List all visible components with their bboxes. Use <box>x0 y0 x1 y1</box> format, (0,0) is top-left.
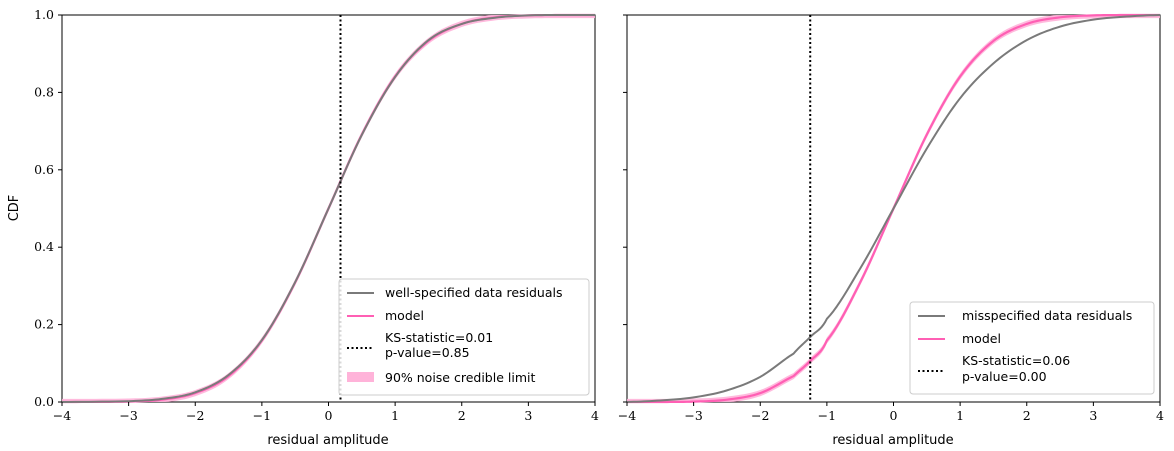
right-x-tick-label: −1 <box>818 408 836 423</box>
right-x-tick-label: −4 <box>618 408 636 423</box>
right-legend-ks-label: KS-statistic=0.06 <box>962 353 1070 368</box>
left-series-layer <box>61 13 595 404</box>
right-model-line <box>627 13 1160 404</box>
right-chart-panel: −4 −3 −2 −1 0 1 2 3 4 residual amplitude misspec… <box>618 13 1164 448</box>
left-y-tick-label: 0.2 <box>34 317 54 332</box>
left-y-tick-label: 0.6 <box>34 162 54 177</box>
right-x-tick-label: 1 <box>956 408 964 423</box>
right-y-ticks <box>623 14 627 403</box>
left-x-tick-label: −3 <box>119 408 137 423</box>
left-legend-band-label: 90% noise credible limit <box>385 370 535 385</box>
left-data-residuals-line <box>61 14 595 403</box>
right-series-layer <box>626 13 1161 404</box>
right-legend-pvalue-label: p-value=0.00 <box>962 369 1047 384</box>
right-x-tick-label: 4 <box>1156 408 1164 423</box>
left-legend-ks-label: KS-statistic=0.01 <box>385 330 493 345</box>
right-x-tick-label: −3 <box>684 408 702 423</box>
left-x-tick-label: 3 <box>524 408 532 423</box>
left-legend-box <box>338 278 590 396</box>
left-y-ticks: 0.0 0.2 0.4 0.6 0.8 1.0 <box>34 7 62 409</box>
right-legend-box <box>909 301 1155 395</box>
right-x-tick-label: 0 <box>890 408 898 423</box>
left-legend-model-label: model <box>385 308 424 323</box>
left-legend-data-label: well-specified data residuals <box>385 285 563 300</box>
left-y-axis-label: CDF <box>7 195 22 222</box>
left-legend-band-swatch <box>347 372 374 382</box>
right-legend: misspecified data residuals model KS-sta… <box>909 301 1155 395</box>
left-x-tick-label: 2 <box>458 408 466 423</box>
left-x-tick-label: −1 <box>253 408 271 423</box>
left-chart-panel: −4 −3 −2 −1 0 1 2 3 4 0.0 0.2 0.4 0.6 0.8 1.0 residua… <box>7 7 599 448</box>
left-x-axis-label: residual amplitude <box>267 433 388 448</box>
right-legend-model-label: model <box>962 331 1001 346</box>
left-legend-pvalue-label: p-value=0.85 <box>385 345 470 360</box>
left-legend: well-specified data residuals model KS-s… <box>338 278 590 396</box>
left-x-tick-label: −2 <box>186 408 204 423</box>
right-legend-data-label: misspecified data residuals <box>962 308 1132 323</box>
left-x-ticks: −4 −3 −2 −1 0 1 2 3 4 <box>53 402 599 423</box>
right-x-tick-label: 3 <box>1089 408 1097 423</box>
left-y-tick-label: 0.8 <box>34 84 54 99</box>
left-y-tick-label: 0.4 <box>34 239 54 254</box>
left-x-tick-label: 4 <box>591 408 599 423</box>
left-x-tick-label: 1 <box>391 408 399 423</box>
right-data-residuals-line <box>626 14 1161 403</box>
left-y-tick-label: 1.0 <box>34 7 54 22</box>
right-x-axis-label: residual amplitude <box>832 433 953 448</box>
left-y-tick-label: 0.0 <box>34 394 54 409</box>
right-x-ticks: −4 −3 −2 −1 0 1 2 3 4 <box>618 402 1164 423</box>
left-x-tick-label: −4 <box>53 408 71 423</box>
left-x-tick-label: 0 <box>325 408 333 423</box>
right-x-tick-label: 2 <box>1023 408 1031 423</box>
right-x-tick-label: −2 <box>751 408 769 423</box>
